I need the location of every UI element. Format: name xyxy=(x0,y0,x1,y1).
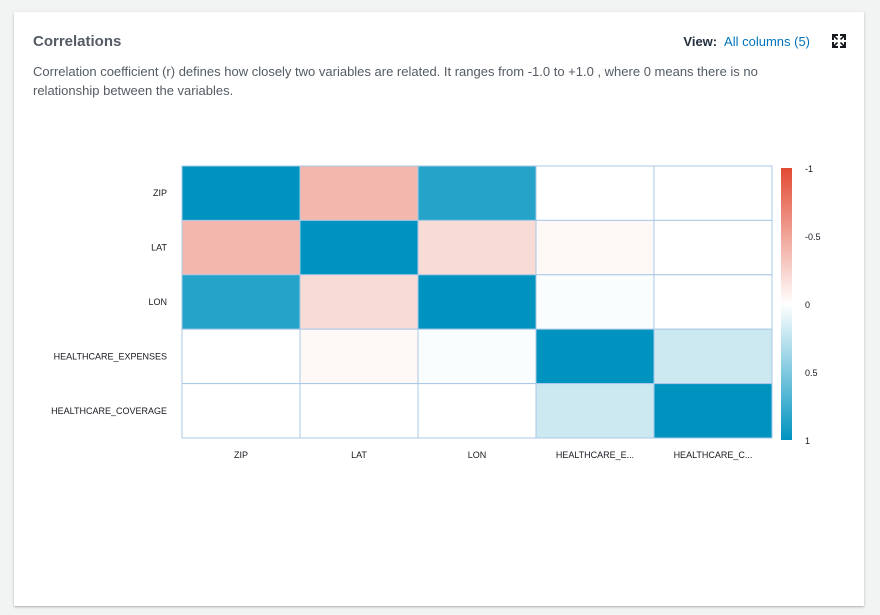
heatmap-cell-0-0[interactable] xyxy=(181,165,301,221)
colorbar-tick-label: 1 xyxy=(805,436,810,446)
heatmap-cell-4-2[interactable] xyxy=(417,383,537,439)
heatmap-cell-1-4[interactable] xyxy=(653,219,773,276)
row-label: HEALTHCARE_EXPENSES xyxy=(54,351,167,361)
heatmap-cell-1-0[interactable] xyxy=(181,219,301,276)
column-label: LAT xyxy=(351,450,367,460)
row-label: HEALTHCARE_COVERAGE xyxy=(51,406,167,416)
heatmap-cell-0-4[interactable] xyxy=(653,165,773,221)
row-label: LAT xyxy=(151,243,167,253)
colorbar xyxy=(781,168,792,440)
expand-icon[interactable] xyxy=(831,33,847,49)
colorbar-tick-label: 0.5 xyxy=(805,368,818,378)
heatmap-cell-2-2[interactable] xyxy=(417,274,537,330)
view-selector: View: All columns (5) xyxy=(683,34,810,49)
heatmap-cell-2-0[interactable] xyxy=(181,274,301,330)
heatmap-cell-4-0[interactable] xyxy=(181,383,301,439)
heatmap-cell-2-4[interactable] xyxy=(653,274,773,330)
heatmap-cell-2-3[interactable] xyxy=(535,274,655,330)
heatmap-cell-2-1[interactable] xyxy=(299,274,419,330)
column-label: HEALTHCARE_C... xyxy=(674,450,753,460)
correlations-panel: Correlations View: All columns (5) Corre… xyxy=(14,12,864,606)
heatmap-cell-3-4[interactable] xyxy=(653,328,773,385)
heatmap-cell-0-2[interactable] xyxy=(417,165,537,221)
row-label: ZIP xyxy=(153,188,167,198)
column-label: LON xyxy=(468,450,487,460)
heatmap-cell-4-4[interactable] xyxy=(653,383,773,439)
column-label: ZIP xyxy=(234,450,248,460)
colorbar-tick-label: -1 xyxy=(805,164,813,174)
column-label: HEALTHCARE_E... xyxy=(556,450,634,460)
correlation-heatmap: ZIP LAT LON HEALTHCARE_EXPENSES HEALTHCARE_C… xyxy=(51,164,821,460)
heatmap-cell-0-1[interactable] xyxy=(299,165,419,221)
heatmap-cell-3-1[interactable] xyxy=(299,328,419,385)
heatmap-cell-3-0[interactable] xyxy=(181,328,301,385)
heatmap-cell-1-1[interactable] xyxy=(299,219,419,276)
heatmap-cell-4-3[interactable] xyxy=(535,383,655,439)
heatmap-cell-0-3[interactable] xyxy=(535,165,655,221)
heatmap-cell-3-2[interactable] xyxy=(417,328,537,385)
heatmap-cell-3-3[interactable] xyxy=(535,328,655,385)
panel-description: Correlation coefficient (r) defines how … xyxy=(33,64,758,98)
heatmap-cell-1-3[interactable] xyxy=(535,219,655,276)
panel-title: Correlations xyxy=(33,33,122,50)
row-label: LON xyxy=(148,297,167,307)
view-columns-link[interactable]: All columns (5) xyxy=(724,34,810,49)
view-label: View: xyxy=(683,34,718,49)
colorbar-tick-label: -0.5 xyxy=(805,232,821,242)
colorbar-tick-label: 0 xyxy=(805,300,810,310)
heatmap-cell-4-1[interactable] xyxy=(299,383,419,439)
heatmap-cell-1-2[interactable] xyxy=(417,219,537,276)
